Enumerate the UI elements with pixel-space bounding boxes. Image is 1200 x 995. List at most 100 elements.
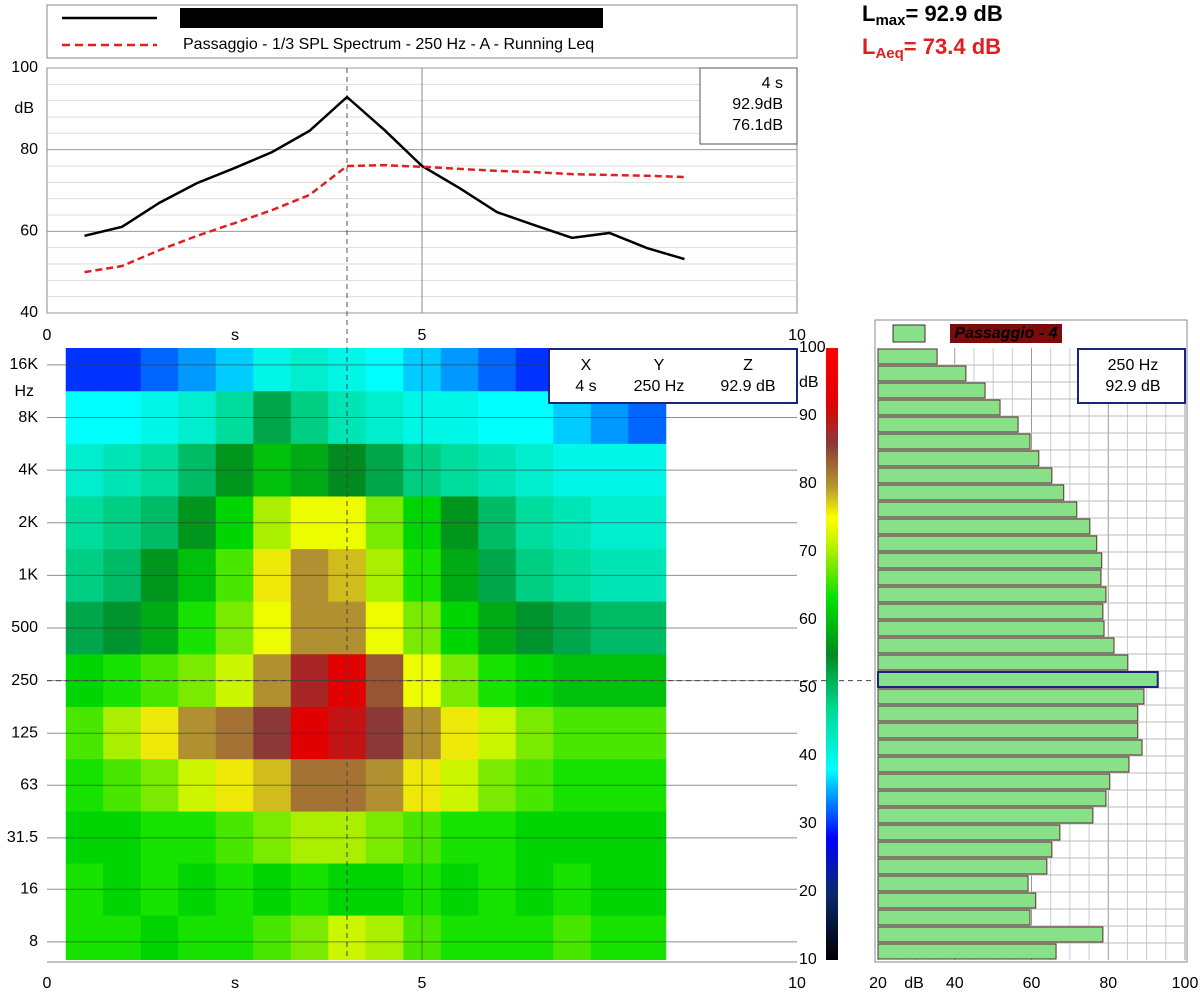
heatmap-cell bbox=[215, 348, 254, 392]
y-tick-label: 31.5 bbox=[7, 829, 38, 846]
readout-value: 76.1dB bbox=[732, 117, 783, 134]
heatmap-cell bbox=[253, 915, 292, 960]
bar bbox=[877, 416, 1019, 433]
readout-value: 92.9dB bbox=[732, 96, 783, 113]
colorbar bbox=[826, 348, 838, 960]
heatmap-cell bbox=[478, 348, 517, 392]
y-tick-label: 125 bbox=[11, 724, 38, 741]
x-tick-label: 10 bbox=[788, 975, 806, 992]
colorbar-tick-label: 30 bbox=[799, 815, 817, 832]
colorbar-tick-label: 90 bbox=[799, 407, 817, 424]
readout-header: Y bbox=[654, 357, 665, 374]
level-summary: Lmax= 92.9 dB bbox=[862, 1, 1003, 29]
bar bbox=[877, 875, 1029, 892]
series-line bbox=[84, 95, 685, 261]
readout-value: 250 Hz bbox=[1108, 357, 1159, 374]
bar bbox=[877, 399, 1001, 416]
bar bbox=[877, 892, 1037, 909]
y-tick-label: 60 bbox=[20, 223, 38, 240]
level-sub: max bbox=[875, 12, 906, 29]
heatmap-cell bbox=[290, 348, 329, 392]
legend-swatch bbox=[892, 324, 926, 343]
bar bbox=[877, 943, 1057, 960]
readout-box bbox=[1077, 348, 1186, 404]
bar bbox=[877, 807, 1094, 824]
readout-header: Z bbox=[743, 357, 753, 374]
level-text: = 73.4 dB bbox=[904, 34, 1001, 59]
colorbar-tick-label: 40 bbox=[799, 747, 817, 764]
heatmap-cell bbox=[553, 915, 592, 960]
heatmap-cell bbox=[215, 863, 254, 917]
colorbar-tick-label: 70 bbox=[799, 543, 817, 560]
readout-value: 92.9 dB bbox=[720, 378, 775, 395]
heatmap-cell bbox=[290, 915, 329, 960]
bar bbox=[877, 569, 1102, 586]
colorbar-tick-label: 50 bbox=[799, 679, 817, 696]
x-tick-label: 60 bbox=[1023, 975, 1041, 992]
level-symbol: L bbox=[862, 34, 875, 59]
readout-value: 250 Hz bbox=[634, 378, 685, 395]
x-tick-label: 100 bbox=[1172, 975, 1199, 992]
readout-box bbox=[548, 348, 798, 404]
heatmap-cell bbox=[365, 915, 404, 960]
bar bbox=[877, 654, 1129, 671]
y-tick-label: 8 bbox=[29, 933, 38, 950]
bar bbox=[877, 603, 1104, 620]
bar bbox=[877, 518, 1091, 535]
readout-value: 4 s bbox=[762, 75, 783, 92]
y-tick-label: 4K bbox=[18, 461, 38, 478]
bar bbox=[877, 433, 1031, 450]
series-line bbox=[84, 163, 685, 274]
readout-value: 4 s bbox=[575, 378, 596, 395]
colorbar-tick-label: 80 bbox=[799, 475, 817, 492]
y-tick-label: 500 bbox=[11, 619, 38, 636]
level-symbol: L bbox=[862, 1, 875, 26]
readout-value: 92.9 dB bbox=[1105, 378, 1160, 395]
bar bbox=[877, 824, 1061, 841]
y-axis-label: dB bbox=[14, 100, 34, 117]
heatmap-cell bbox=[590, 915, 629, 960]
colorbar-tick-label: 20 bbox=[799, 883, 817, 900]
x-tick-label: 20 bbox=[869, 975, 887, 992]
bar bbox=[877, 671, 1159, 688]
bar bbox=[877, 535, 1098, 552]
y-axis-label: Hz bbox=[14, 383, 34, 400]
bar bbox=[877, 365, 967, 382]
heatmap-cell bbox=[515, 348, 554, 392]
bar bbox=[877, 637, 1115, 654]
heatmap-cell bbox=[103, 863, 142, 917]
bar bbox=[877, 552, 1103, 569]
heatmap-cell bbox=[178, 863, 217, 917]
y-tick-label: 40 bbox=[20, 304, 38, 321]
x-tick-label: 80 bbox=[1099, 975, 1117, 992]
heatmap-cell bbox=[478, 915, 517, 960]
heatmap-cell bbox=[365, 863, 404, 917]
bar bbox=[877, 773, 1111, 790]
heatmap-cell bbox=[178, 348, 217, 392]
y-tick-label: 2K bbox=[18, 514, 38, 531]
y-tick-label: 16K bbox=[10, 356, 39, 373]
bar bbox=[877, 909, 1031, 926]
heatmap-cell bbox=[515, 915, 554, 960]
x-tick-label: 10 bbox=[788, 327, 806, 344]
heatmap-cell bbox=[140, 348, 179, 392]
y-tick-label: 8K bbox=[18, 409, 38, 426]
y-tick-label: 1K bbox=[18, 567, 38, 584]
heatmap-cell bbox=[65, 915, 104, 960]
heatmap-cell bbox=[253, 348, 292, 392]
heatmap-cell bbox=[440, 863, 479, 917]
readout-box bbox=[699, 67, 798, 145]
x-tick-label: 0 bbox=[43, 975, 52, 992]
x-tick-label: 0 bbox=[43, 327, 52, 344]
heatmap-cell bbox=[253, 863, 292, 917]
heatmap-cells bbox=[65, 348, 667, 960]
bar bbox=[877, 348, 938, 365]
heatmap-cell bbox=[140, 915, 179, 960]
legend-label-bg bbox=[950, 324, 1062, 343]
heatmap-cell bbox=[65, 863, 104, 917]
bar bbox=[877, 467, 1053, 484]
bar bbox=[877, 484, 1065, 501]
heatmap-cell bbox=[628, 915, 667, 960]
bar bbox=[877, 382, 986, 399]
